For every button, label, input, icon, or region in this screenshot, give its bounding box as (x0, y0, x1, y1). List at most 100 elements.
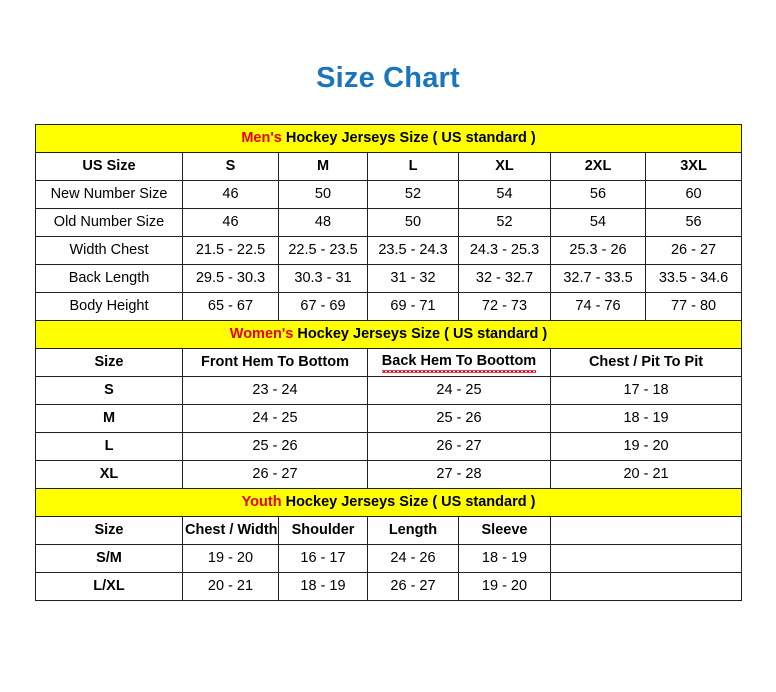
table-row: Body Height 65 - 67 67 - 69 69 - 71 72 -… (35, 292, 743, 321)
womens-cell-xl-front-hem: 26 - 27 (182, 460, 368, 489)
youth-header-sleeve: Sleeve (458, 516, 551, 545)
table-row: L 25 - 26 26 - 27 19 - 20 (35, 432, 743, 461)
mens-cell-body-height-xl: 72 - 73 (458, 292, 551, 321)
youth-section-banner: Youth Hockey Jerseys Size ( US standard … (34, 488, 743, 517)
womens-cell-l-front-hem: 25 - 26 (182, 432, 368, 461)
youth-cell-sm-spacer-a (550, 544, 646, 573)
womens-row-label-s: S (35, 376, 183, 405)
womens-header-back-hem-misspelled-text: Back Hem To Boottom (381, 353, 537, 373)
mens-cell-new-number-size-m: 50 (278, 180, 368, 209)
womens-cell-l-chest: 19 - 20 (549, 432, 743, 461)
youth-row-label-lxl: L/XL (35, 572, 183, 601)
youth-cell-lxl-length: 26 - 27 (367, 572, 459, 601)
mens-cell-back-length-2xl: 32.7 - 33.5 (550, 264, 646, 293)
table-row: New Number Size 46 50 52 54 56 60 (35, 180, 743, 209)
mens-column-header-row: US Size S M L XL 2XL 3XL (35, 152, 743, 181)
youth-header-chest-width: Chest / Width (182, 516, 279, 545)
womens-cell-l-back-hem: 26 - 27 (367, 432, 551, 461)
mens-cell-old-number-size-s: 46 (182, 208, 279, 237)
womens-header-chest-pit-to-pit: Chest / Pit To Pit (549, 348, 743, 377)
mens-cell-width-chest-xl: 24.3 - 25.3 (458, 236, 551, 265)
womens-row-label-m: M (35, 404, 183, 433)
table-row: XL 26 - 27 27 - 28 20 - 21 (35, 460, 743, 489)
mens-header-m: M (278, 152, 368, 181)
table-row: Width Chest 21.5 - 22.5 22.5 - 23.5 23.5… (35, 236, 743, 265)
mens-banner-rest: Hockey Jerseys Size ( US standard ) (281, 129, 536, 146)
youth-header-shoulder: Shoulder (278, 516, 368, 545)
mens-row-label-back-length: Back Length (35, 264, 183, 293)
youth-cell-sm-spacer-b (645, 544, 743, 573)
youth-cell-sm-chest-width: 19 - 20 (182, 544, 279, 573)
womens-cell-xl-back-hem: 27 - 28 (367, 460, 551, 489)
womens-header-size: Size (35, 348, 183, 377)
mens-cell-width-chest-s: 21.5 - 22.5 (182, 236, 279, 265)
table-row: Old Number Size 46 48 50 52 54 56 (35, 208, 743, 237)
youth-cell-lxl-chest-width: 20 - 21 (182, 572, 279, 601)
womens-banner-accent: Women's (229, 325, 294, 342)
youth-banner-rest: Hockey Jerseys Size ( US standard ) (281, 493, 536, 510)
youth-header-size: Size (35, 516, 183, 545)
youth-column-header-row: Size Chest / Width Shoulder Length Sleev… (35, 516, 743, 545)
mens-header-2xl: 2XL (550, 152, 646, 181)
mens-cell-width-chest-m: 22.5 - 23.5 (278, 236, 368, 265)
mens-row-label-old-number-size: Old Number Size (35, 208, 183, 237)
womens-section-banner: Women's Hockey Jerseys Size ( US standar… (34, 320, 743, 349)
mens-cell-width-chest-l: 23.5 - 24.3 (367, 236, 459, 265)
page-title: Size Chart (316, 62, 460, 94)
table-row: Back Length 29.5 - 30.3 30.3 - 31 31 - 3… (35, 264, 743, 293)
mens-banner-accent: Men's (241, 129, 282, 146)
youth-section-banner-row: Youth Hockey Jerseys Size ( US standard … (34, 488, 743, 517)
womens-cell-s-front-hem: 23 - 24 (182, 376, 368, 405)
mens-section-banner: Men's Hockey Jerseys Size ( US standard … (34, 124, 743, 153)
mens-cell-back-length-xl: 32 - 32.7 (458, 264, 551, 293)
mens-cell-width-chest-2xl: 25.3 - 26 (550, 236, 646, 265)
mens-row-label-width-chest: Width Chest (35, 236, 183, 265)
womens-cell-m-front-hem: 24 - 25 (182, 404, 368, 433)
mens-cell-body-height-l: 69 - 71 (367, 292, 459, 321)
mens-cell-new-number-size-l: 52 (367, 180, 459, 209)
size-chart-table-container: Men's Hockey Jerseys Size ( US standard … (34, 124, 743, 601)
mens-cell-old-number-size-xl: 52 (458, 208, 551, 237)
youth-banner-accent: Youth (241, 493, 282, 510)
table-row: S 23 - 24 24 - 25 17 - 18 (35, 376, 743, 405)
youth-cell-sm-length: 24 - 26 (367, 544, 459, 573)
mens-cell-new-number-size-2xl: 56 (550, 180, 646, 209)
mens-section-banner-row: Men's Hockey Jerseys Size ( US standard … (34, 124, 743, 153)
youth-cell-sm-sleeve: 18 - 19 (458, 544, 551, 573)
womens-header-back-hem-to-boottom: Back Hem To Boottom (367, 348, 551, 377)
mens-cell-old-number-size-l: 50 (367, 208, 459, 237)
mens-cell-old-number-size-3xl: 56 (644, 208, 743, 237)
mens-row-label-new-number-size: New Number Size (35, 180, 183, 209)
womens-cell-s-back-hem: 24 - 25 (367, 376, 551, 405)
table-row: S/M 19 - 20 16 - 17 24 - 26 18 - 19 (35, 544, 743, 573)
youth-cell-lxl-spacer-a (550, 572, 646, 601)
mens-header-l: L (367, 152, 459, 181)
mens-header-us-size: US Size (35, 152, 183, 181)
womens-section-banner-row: Women's Hockey Jerseys Size ( US standar… (34, 320, 743, 349)
mens-cell-old-number-size-2xl: 54 (550, 208, 646, 237)
youth-header-spacer-b (645, 516, 743, 545)
womens-cell-xl-chest: 20 - 21 (549, 460, 743, 489)
youth-cell-lxl-spacer-b (645, 572, 743, 601)
mens-header-xl: XL (458, 152, 551, 181)
womens-cell-m-back-hem: 25 - 26 (367, 404, 551, 433)
womens-column-header-row: Size Front Hem To Bottom Back Hem To Boo… (35, 348, 743, 377)
mens-cell-back-length-3xl: 33.5 - 34.6 (644, 264, 743, 293)
size-chart-table: Men's Hockey Jerseys Size ( US standard … (34, 124, 743, 601)
mens-header-s: S (182, 152, 279, 181)
mens-cell-body-height-m: 67 - 69 (278, 292, 368, 321)
womens-cell-s-chest: 17 - 18 (549, 376, 743, 405)
youth-cell-lxl-sleeve: 19 - 20 (458, 572, 551, 601)
youth-header-length: Length (367, 516, 459, 545)
mens-cell-width-chest-3xl: 26 - 27 (644, 236, 743, 265)
mens-cell-back-length-s: 29.5 - 30.3 (182, 264, 279, 293)
mens-cell-back-length-m: 30.3 - 31 (278, 264, 368, 293)
youth-header-spacer-a (550, 516, 646, 545)
youth-cell-lxl-shoulder: 18 - 19 (278, 572, 368, 601)
mens-cell-new-number-size-s: 46 (182, 180, 279, 209)
mens-cell-new-number-size-3xl: 60 (644, 180, 743, 209)
table-row: L/XL 20 - 21 18 - 19 26 - 27 19 - 20 (35, 572, 743, 601)
mens-cell-back-length-l: 31 - 32 (367, 264, 459, 293)
table-row: M 24 - 25 25 - 26 18 - 19 (35, 404, 743, 433)
